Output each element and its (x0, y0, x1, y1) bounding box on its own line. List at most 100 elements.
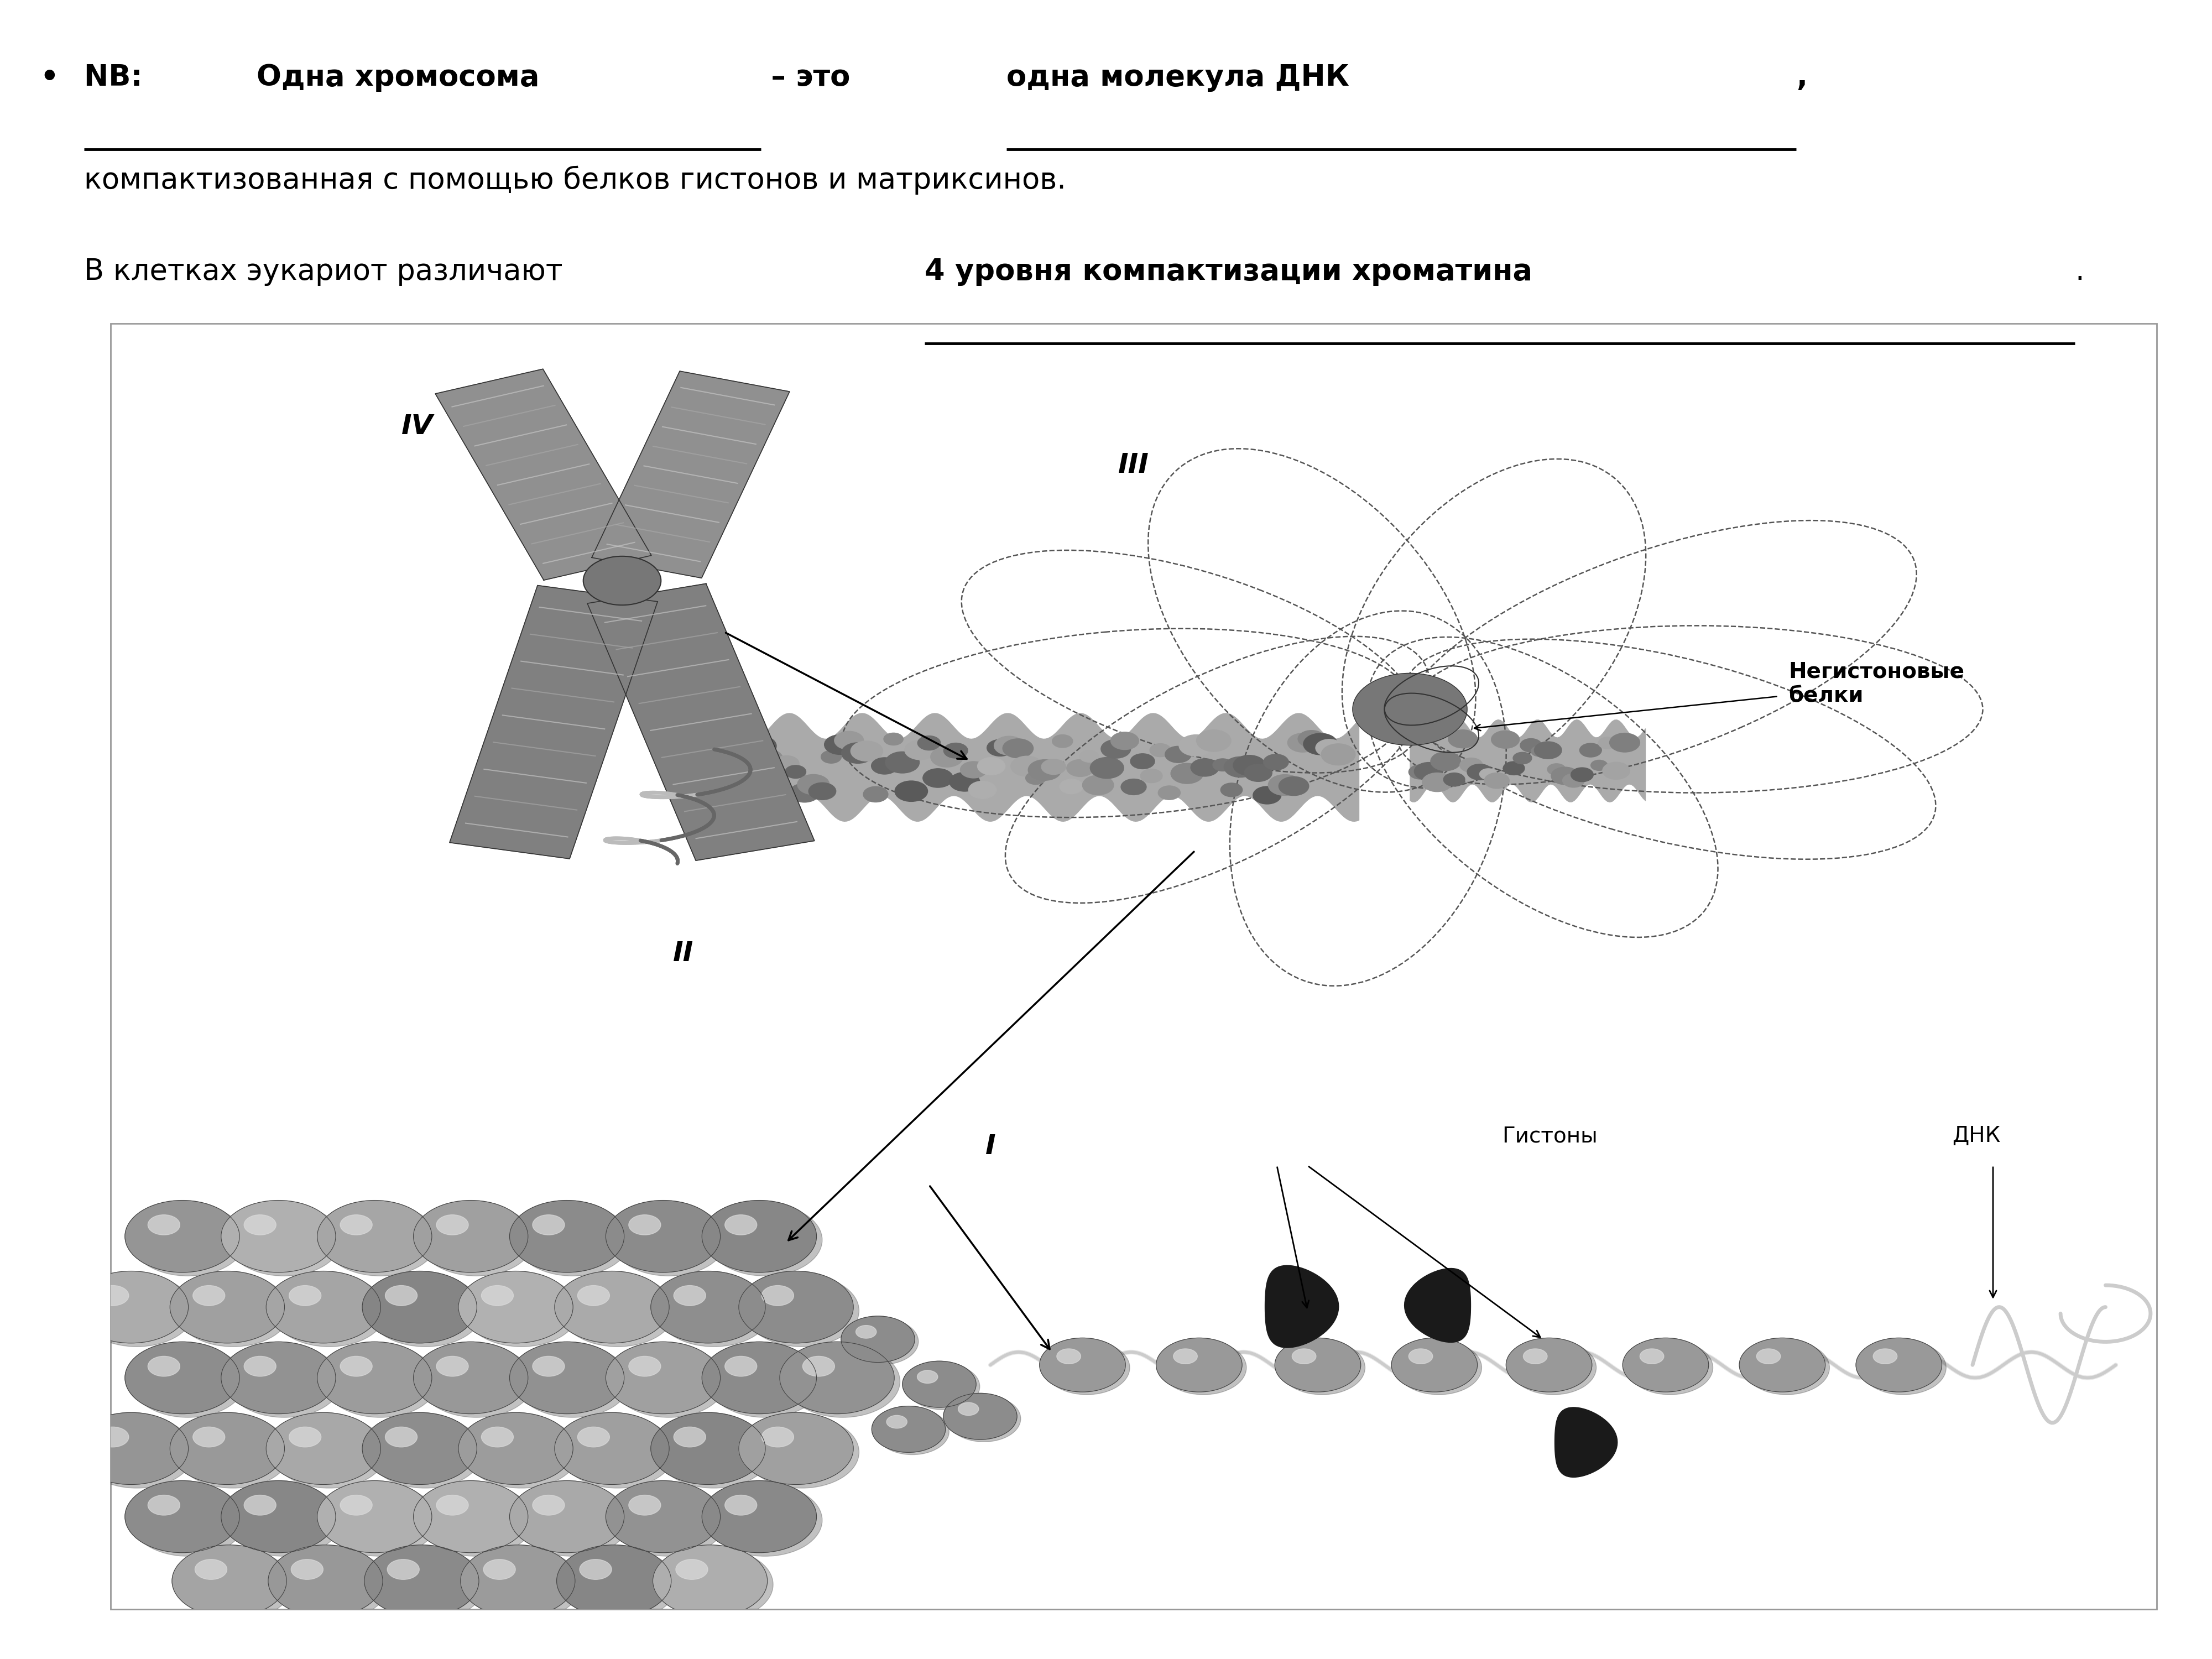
Circle shape (131, 1345, 246, 1417)
Text: •: • (40, 63, 58, 91)
Circle shape (365, 1545, 480, 1618)
Circle shape (726, 1495, 757, 1515)
Circle shape (1431, 752, 1460, 771)
FancyBboxPatch shape (111, 324, 2157, 1609)
Circle shape (1321, 743, 1356, 765)
Circle shape (885, 752, 920, 773)
Circle shape (960, 761, 987, 778)
Text: II: II (672, 941, 695, 967)
Circle shape (1026, 771, 1046, 785)
Circle shape (555, 1271, 670, 1344)
Circle shape (290, 1427, 321, 1447)
Circle shape (1520, 738, 1542, 752)
Circle shape (710, 770, 739, 788)
Circle shape (1197, 730, 1232, 752)
Circle shape (414, 1201, 529, 1272)
Circle shape (458, 1271, 573, 1344)
Circle shape (653, 1545, 768, 1618)
Circle shape (611, 1204, 726, 1276)
Circle shape (1743, 1340, 1829, 1395)
Circle shape (290, 1286, 321, 1306)
Circle shape (1601, 761, 1630, 780)
Circle shape (1166, 747, 1192, 763)
Circle shape (978, 758, 1004, 775)
Circle shape (628, 1495, 661, 1515)
Circle shape (872, 758, 898, 775)
Circle shape (1571, 768, 1593, 781)
Circle shape (949, 773, 980, 791)
Circle shape (1042, 760, 1066, 775)
Circle shape (341, 1355, 372, 1377)
Circle shape (1491, 730, 1520, 748)
Circle shape (785, 765, 805, 778)
Circle shape (1029, 760, 1062, 780)
Circle shape (1221, 783, 1243, 796)
Circle shape (367, 1417, 482, 1488)
Circle shape (363, 1271, 478, 1344)
Circle shape (825, 735, 856, 755)
Circle shape (560, 1274, 675, 1347)
Circle shape (675, 1427, 706, 1447)
Circle shape (465, 1417, 580, 1488)
Circle shape (385, 1427, 418, 1447)
Circle shape (385, 1286, 418, 1306)
Circle shape (726, 1214, 757, 1234)
Circle shape (175, 1274, 290, 1347)
Circle shape (675, 1286, 706, 1306)
Circle shape (1610, 733, 1639, 752)
Circle shape (515, 1485, 630, 1556)
Circle shape (148, 1355, 179, 1377)
Circle shape (606, 1480, 721, 1553)
Circle shape (701, 1342, 816, 1413)
Circle shape (148, 1495, 179, 1515)
Circle shape (803, 1355, 834, 1377)
Circle shape (80, 1417, 195, 1488)
Circle shape (228, 1485, 341, 1556)
Circle shape (708, 1204, 823, 1276)
Circle shape (268, 1545, 383, 1618)
Circle shape (754, 750, 783, 766)
Circle shape (221, 1201, 336, 1272)
Circle shape (708, 1345, 823, 1417)
Circle shape (657, 1274, 772, 1347)
Circle shape (841, 743, 874, 763)
Circle shape (555, 1412, 670, 1485)
Circle shape (885, 733, 902, 745)
Circle shape (195, 1559, 228, 1579)
Circle shape (856, 1326, 876, 1339)
Circle shape (745, 1274, 858, 1347)
Circle shape (745, 1417, 858, 1488)
Circle shape (852, 742, 883, 761)
Text: I: I (984, 1133, 995, 1160)
Circle shape (515, 1204, 630, 1276)
Circle shape (509, 1342, 624, 1413)
Circle shape (131, 1204, 246, 1276)
Circle shape (834, 732, 863, 750)
Circle shape (993, 737, 1024, 755)
Circle shape (1531, 747, 1548, 757)
Circle shape (124, 1342, 239, 1413)
Circle shape (369, 1548, 484, 1621)
Circle shape (611, 1345, 726, 1417)
Circle shape (1179, 735, 1212, 757)
Circle shape (73, 1271, 188, 1344)
Circle shape (173, 1545, 288, 1618)
Circle shape (274, 1548, 389, 1621)
Circle shape (170, 1412, 285, 1485)
Circle shape (243, 1355, 276, 1377)
Circle shape (1511, 1340, 1597, 1395)
Circle shape (124, 1201, 239, 1272)
Circle shape (228, 1204, 341, 1276)
Ellipse shape (584, 556, 661, 606)
Polygon shape (1555, 1407, 1617, 1477)
Circle shape (1287, 733, 1318, 752)
Polygon shape (449, 586, 657, 859)
Circle shape (124, 1480, 239, 1553)
Circle shape (1267, 775, 1301, 796)
Text: – это: – это (761, 63, 860, 91)
Circle shape (221, 1480, 336, 1553)
Circle shape (931, 747, 962, 766)
Circle shape (650, 1412, 765, 1485)
Circle shape (418, 1345, 533, 1417)
Text: .: . (2075, 257, 2084, 285)
